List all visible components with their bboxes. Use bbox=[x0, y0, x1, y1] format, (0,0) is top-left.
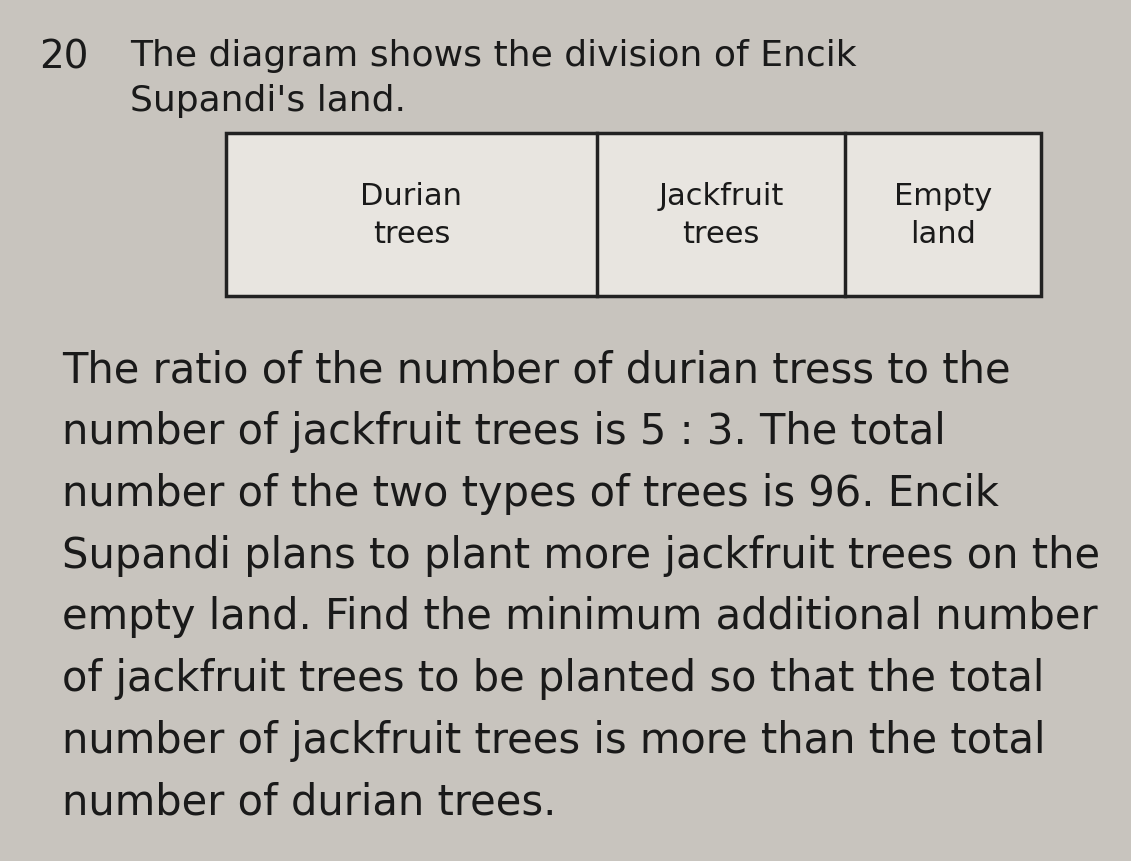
Text: The ratio of the number of durian tress to the
number of jackfruit trees is 5 : : The ratio of the number of durian tress … bbox=[62, 349, 1100, 823]
Text: Jackfruit
trees: Jackfruit trees bbox=[658, 182, 784, 249]
FancyBboxPatch shape bbox=[226, 133, 1041, 297]
Text: 20: 20 bbox=[40, 39, 89, 77]
Text: Supandi's land.: Supandi's land. bbox=[130, 84, 406, 117]
Text: The diagram shows the division of Encik: The diagram shows the division of Encik bbox=[130, 39, 856, 72]
Text: Empty
land: Empty land bbox=[893, 182, 992, 249]
Text: Durian
trees: Durian trees bbox=[361, 182, 463, 249]
